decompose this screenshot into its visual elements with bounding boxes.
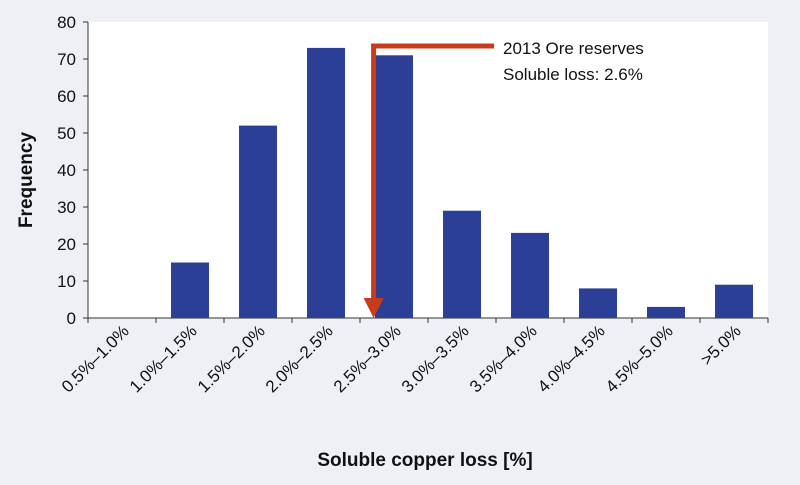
y-tick-label: 0 bbox=[67, 309, 76, 328]
x-tick-label: 3.5%–4.0% bbox=[466, 321, 541, 396]
x-tick-label: 4.0%–4.5% bbox=[534, 321, 609, 396]
x-axis-label: Soluble copper loss [%] bbox=[317, 450, 532, 471]
bar bbox=[239, 125, 277, 318]
y-tick-label: 10 bbox=[57, 272, 76, 291]
annotation-text-line: 2013 Ore reserves bbox=[503, 39, 644, 58]
x-tick-label: 1.5%–2.0% bbox=[194, 321, 269, 396]
y-tick-label: 60 bbox=[57, 87, 76, 106]
y-axis: 0 10 20 30 40 50 60 70 80 bbox=[57, 13, 89, 328]
x-tick-label: >5.0% bbox=[697, 321, 745, 369]
y-tick-label: 50 bbox=[57, 124, 76, 143]
bar bbox=[307, 47, 345, 319]
bar bbox=[511, 232, 549, 318]
y-tick-label: 70 bbox=[57, 50, 76, 69]
annotation-text-line: Soluble loss: 2.6% bbox=[503, 65, 643, 84]
x-tick-label: 3.0%–3.5% bbox=[398, 321, 473, 396]
y-tick-label: 40 bbox=[57, 161, 76, 180]
bar bbox=[647, 306, 685, 318]
y-tick-label: 80 bbox=[57, 13, 76, 32]
bar bbox=[443, 210, 481, 318]
y-tick-label: 30 bbox=[57, 198, 76, 217]
x-tick-label: 0.5%–1.0% bbox=[58, 321, 133, 396]
x-tick-label: 1.0%–1.5% bbox=[126, 321, 201, 396]
bar bbox=[579, 288, 617, 318]
bar bbox=[171, 262, 209, 318]
x-tick-label: 4.5%–5.0% bbox=[602, 321, 677, 396]
x-axis: 0.5%–1.0%1.0%–1.5%1.5%–2.0%2.0%–2.5%2.5%… bbox=[58, 317, 769, 396]
annotation-arrow-head bbox=[363, 298, 384, 318]
y-tick-label: 20 bbox=[57, 235, 76, 254]
x-tick-label: 2.5%–3.0% bbox=[330, 321, 405, 396]
bar bbox=[375, 55, 413, 319]
annotation: 2013 Ore reserves Soluble loss: 2.6% bbox=[363, 39, 644, 318]
bar bbox=[715, 284, 753, 318]
bars bbox=[171, 47, 753, 319]
y-axis-label: Frequency bbox=[16, 132, 37, 229]
x-tick-label: 2.0%–2.5% bbox=[262, 321, 337, 396]
